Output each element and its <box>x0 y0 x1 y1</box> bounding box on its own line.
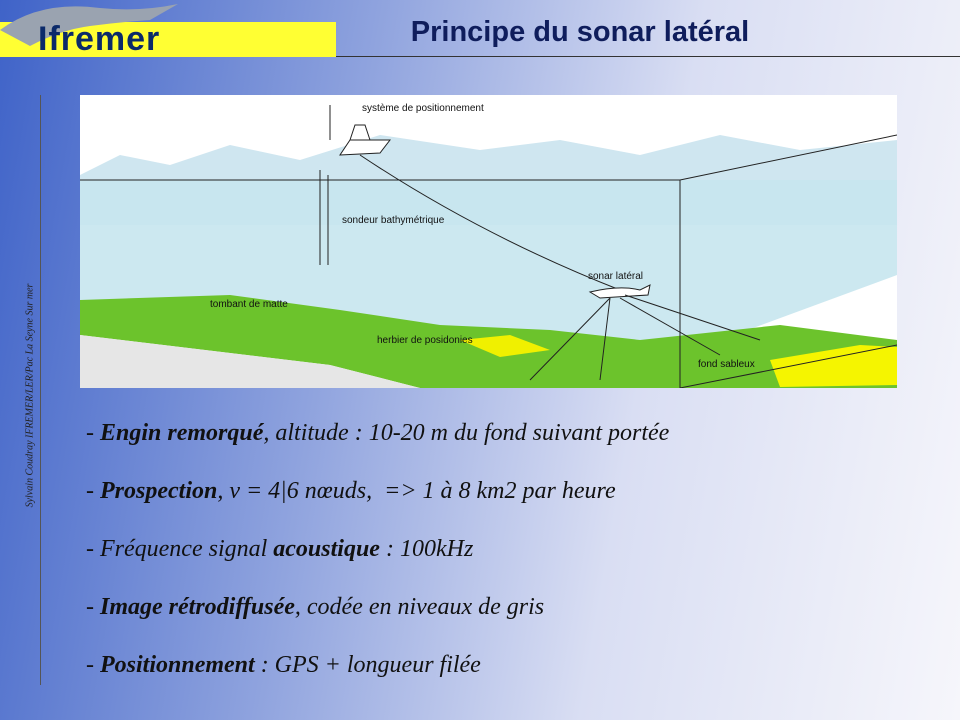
header-rule <box>336 56 960 57</box>
bullet: - Fréquence signal acoustique : 100kHz <box>86 536 669 594</box>
bullet-text: : 100kHz <box>379 536 474 562</box>
bullet-text: - <box>86 652 100 678</box>
bullet-text: , v = 4|6 nœuds, => 1 à 8 km2 par heure <box>217 478 616 504</box>
bullet-list: - Engin remorqué, altitude : 10-20 m du … <box>86 420 669 710</box>
bullet-text: , altitude : 10-20 m du fond suivant por… <box>263 420 670 446</box>
bullet-text: - Fréquence signal <box>86 536 274 562</box>
bullet-text: Engin remorqué <box>100 420 264 446</box>
bullet: - Image rétrodiffusée, codée en niveaux … <box>86 594 669 652</box>
bullet-text: - <box>86 478 100 504</box>
diagram-label: fond sableux <box>698 359 755 370</box>
bullet-text: - <box>86 594 100 620</box>
bullet-text: : GPS + longueur filée <box>254 652 481 678</box>
diagram-label: sonar latéral <box>588 271 643 282</box>
side-note: Sylvain Coudray IFREMER/LER/Pac La Seyne… <box>24 283 36 508</box>
bullet-text: , codée en niveaux de gris <box>294 594 545 620</box>
logo-emblem <box>0 4 178 46</box>
diagram-label: tombant de matte <box>210 299 288 310</box>
bullet: - Prospection, v = 4|6 nœuds, => 1 à 8 k… <box>86 478 669 536</box>
bullet-text: Image rétrodiffusée <box>100 594 295 620</box>
bullet-text: - <box>86 420 100 446</box>
diagram-label: sondeur bathymétrique <box>342 215 445 226</box>
diagram-label: système de positionnement <box>362 103 484 114</box>
bullet: - Engin remorqué, altitude : 10-20 m du … <box>86 420 669 478</box>
side-rule <box>40 95 41 685</box>
bullet-text: acoustique <box>273 536 380 562</box>
title: Principe du sonar latéral <box>410 16 750 48</box>
diagram-label: herbier de posidonies <box>377 335 473 346</box>
bullet-text: Positionnement <box>100 652 255 678</box>
bullet-text: Prospection <box>100 478 218 504</box>
logo: Ifremer <box>38 20 161 58</box>
bullet: - Positionnement : GPS + longueur filée <box>86 652 669 710</box>
diagram: système de positionnement sondeur bathymé… <box>80 95 897 388</box>
